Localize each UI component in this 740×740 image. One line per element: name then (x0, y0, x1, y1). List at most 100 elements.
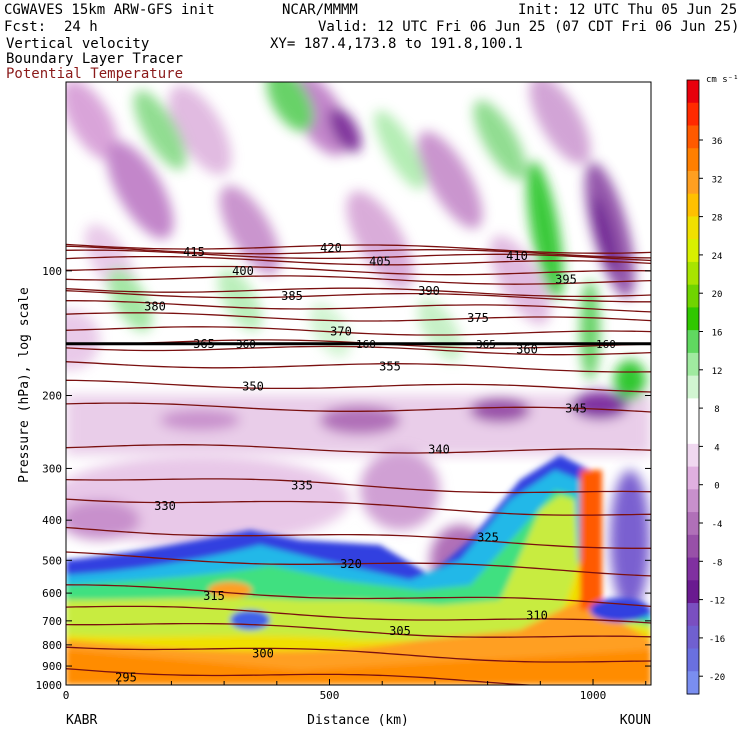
theta-contour-label: 400 (232, 264, 254, 278)
tropopause-label: 160 (356, 338, 376, 351)
colorbar-swatch (687, 671, 699, 695)
theta-contour-label: 395 (555, 273, 577, 287)
theta-contour-label: 320 (340, 557, 362, 571)
x-tick-label: 1000 (580, 689, 607, 702)
theta-contour-295 (66, 668, 539, 685)
model-title: CGWAVES 15km ARW-GFS init (4, 2, 215, 18)
theta-contour-300 (66, 646, 651, 663)
colorbar-swatch (687, 352, 699, 377)
x-axis-label: Distance (km) (307, 713, 409, 728)
theta-contour-395 (66, 275, 651, 285)
tropopause-label: 160 (596, 338, 616, 351)
theta-contour-labels: 295 300 305 310 315 320 325 330 335 340 345 350 355 3… (115, 241, 616, 685)
theta-contour-label: 315 (203, 589, 225, 603)
x-tick-label: 0 (63, 689, 70, 702)
theta-contour-label: 405 (369, 255, 391, 269)
colorbar-label: 8 (714, 405, 719, 415)
y-tick-label: 500 (42, 554, 62, 567)
theta-contour-label: 380 (144, 300, 166, 314)
colorbar-swatch (687, 261, 699, 286)
right-endpoint-label: KOUN (620, 713, 651, 728)
colorbar-swatch (687, 239, 699, 263)
colorbar-label: 0 (714, 482, 719, 492)
theta-contour-390 (66, 287, 651, 298)
colorbar-swatch (687, 170, 699, 195)
colorbar-swatch (687, 330, 699, 354)
colorbar-swatch (687, 625, 699, 650)
colorbar-swatch (687, 512, 699, 536)
y-tick-label: 100 (42, 265, 62, 278)
theta-contour-320 (66, 551, 651, 577)
colorbar-swatch (687, 102, 699, 127)
theta-contour-400 (66, 265, 651, 276)
theta-contour-label: 390 (418, 284, 440, 298)
colorbar-label: 20 (712, 290, 723, 300)
colorbar-label: 12 (712, 367, 723, 377)
y-tick-label: 200 (42, 390, 62, 403)
theta-contour-380 (66, 300, 651, 313)
colorbar-swatch (687, 375, 699, 399)
theta-contour-310 (66, 605, 651, 624)
theta-contour-405 (66, 255, 651, 266)
colorbar-swatch (687, 603, 699, 627)
tropopause-label: 365 (476, 338, 496, 351)
theta-contour-label: 420 (320, 241, 342, 255)
colorbar-swatch (687, 125, 699, 149)
theta-contour-325 (66, 526, 651, 549)
forecast-label: Fcst: (4, 19, 47, 35)
theta-contour-420 (66, 243, 651, 254)
theta-contour-label: 295 (115, 671, 137, 685)
colorbar-label: -4 (712, 520, 723, 530)
theta-contour-label: 305 (389, 624, 411, 638)
center-label: NCAR/MMMM (282, 2, 358, 18)
theta-contour-label: 300 (252, 647, 274, 661)
field-vertical-velocity: Vertical velocity (6, 36, 150, 52)
colorbar-label: 36 (712, 137, 723, 147)
theta-contour-label: 410 (506, 249, 528, 263)
theta-contour-label: 330 (154, 499, 176, 513)
colorbar-label: -12 (709, 597, 725, 607)
colorbar-label: 32 (712, 175, 723, 185)
theta-contour-375 (66, 312, 651, 322)
theta-contour-305 (66, 622, 651, 638)
theta-contour-315 (66, 584, 651, 608)
colorbar-swatch (687, 443, 699, 468)
colorbar-swatch (687, 648, 699, 672)
theta-contours (66, 243, 651, 685)
x-tick-label: 500 (320, 689, 340, 702)
theta-contour-355 (66, 361, 651, 373)
theta-contour-label: 365 (193, 337, 215, 351)
theta-contour-label: 415 (183, 245, 205, 259)
colorbar-label: -16 (709, 635, 725, 645)
theta-contour-label: 310 (526, 609, 548, 623)
field-potential-temperature: Potential Temperature (6, 66, 184, 82)
y-tick-label: 400 (42, 514, 62, 527)
colorbar-swatch (687, 534, 699, 559)
colorbar-swatch (687, 193, 699, 218)
colorbar-units: cm s⁻¹ (706, 75, 739, 85)
theta-contour-350 (66, 379, 651, 393)
colorbar-label: 4 (714, 443, 719, 453)
colorbar-swatch (687, 216, 699, 240)
y-axis-label: Pressure (hPa), log scale (17, 287, 32, 483)
colorbar-swatch (687, 466, 699, 490)
colorbar-label: 24 (712, 252, 723, 262)
theta-contour-label: 385 (281, 289, 303, 303)
theta-contour-label: 335 (291, 479, 313, 493)
y-tick-label: 1000 (36, 679, 63, 692)
colorbar-swatch (687, 80, 699, 104)
theta-contour-340 (66, 444, 651, 454)
theta-contour-label: 350 (242, 379, 264, 393)
colorbar-label: 16 (712, 329, 723, 339)
y-tick-label: 600 (42, 587, 62, 600)
theta-contour-330 (66, 498, 651, 516)
y-tick-label: 300 (42, 462, 62, 475)
theta-contour-label: 345 (565, 402, 587, 416)
y-tick-label: 900 (42, 660, 62, 673)
valid-time: Valid: 12 UTC Fri 06 Jun 25 (07 CDT Fri … (318, 19, 740, 35)
colorbar-swatch (687, 421, 699, 445)
tropopause-label: 360 (236, 338, 256, 351)
field-boundary-layer-tracer: Boundary Layer Tracer (6, 51, 184, 67)
colorbar: 36 32 28 24 20 16 12 8 4 0 -4 -8 -12 -16 -20 (686, 79, 725, 695)
